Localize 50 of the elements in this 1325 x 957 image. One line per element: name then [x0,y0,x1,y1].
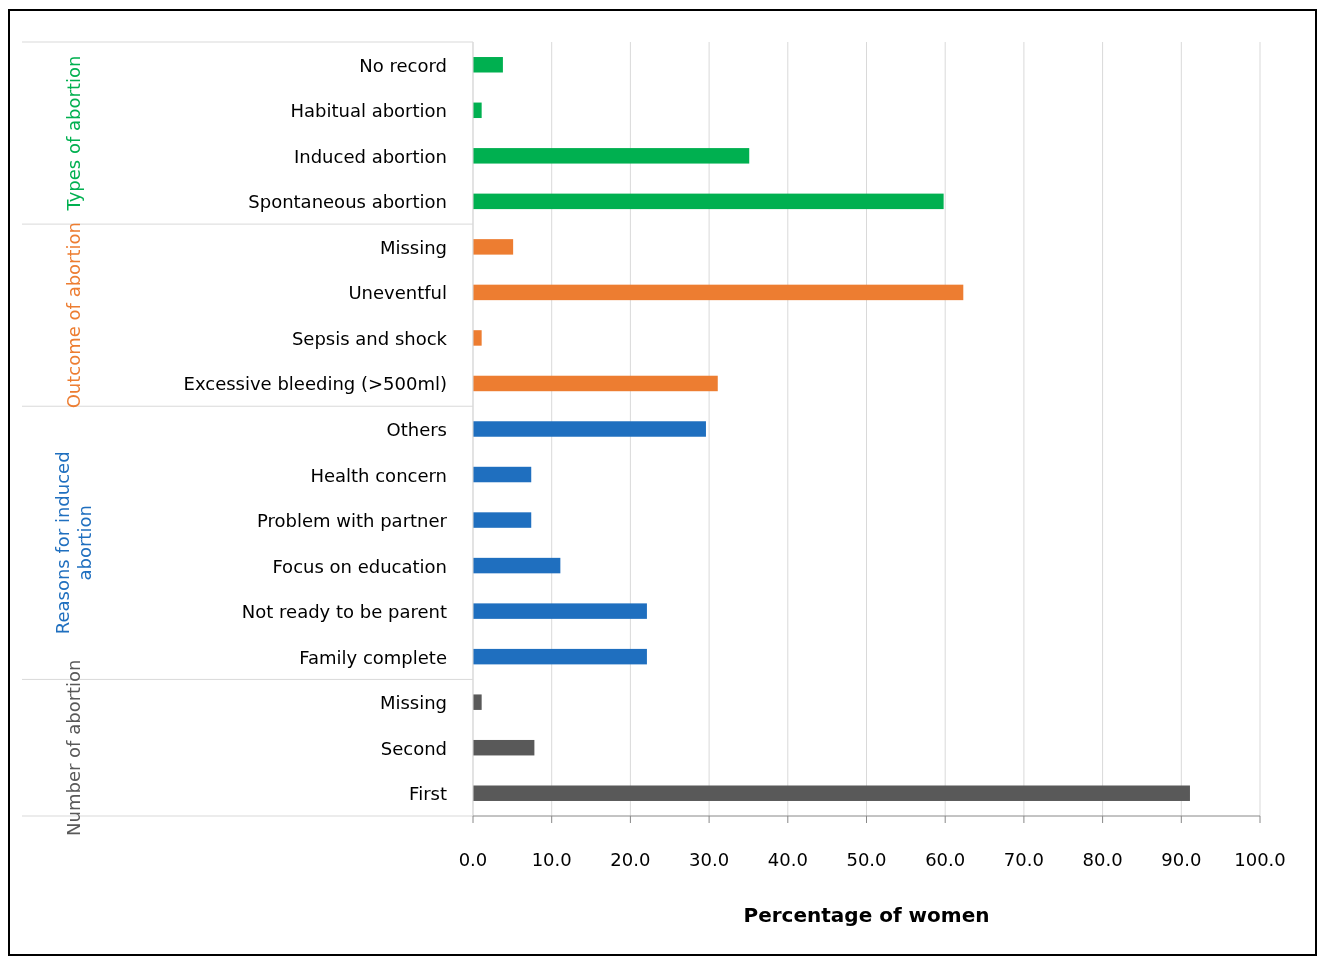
y-tick-label: Not ready to be parent [241,601,447,623]
bar [473,694,482,710]
y-tick-label: Induced abortion [293,145,447,167]
y-tick-label: Missing [379,236,447,258]
bar [473,648,647,665]
x-tick-label: 0.0 [458,849,488,870]
y-tick-label: Habitual abortion [290,100,447,122]
x-tick-label: 60.0 [925,849,966,870]
y-tick-label: First [409,783,447,805]
bar [473,102,482,119]
x-tick-label: 30.0 [689,849,730,870]
x-tick-label: 20.0 [610,849,651,870]
bar [473,557,561,574]
x-axis-title: Percentage of women [743,903,990,927]
bar [473,739,535,756]
bar [473,512,532,528]
y-tick-label: Second [380,737,447,759]
y-tick-label: Missing [379,692,447,714]
y-tick-label: Problem with partner [256,510,448,532]
bar [473,57,503,73]
y-tick-label: Spontaneous abortion [248,191,447,213]
x-tick-label: 50.0 [846,849,887,870]
y-tick-label: Sepsis and shock [291,327,448,349]
x-tick-label: 40.0 [767,849,808,870]
bar [473,375,718,392]
bar [473,330,482,346]
x-tick-label: 70.0 [1003,849,1044,870]
x-tick-label: 100.0 [1234,849,1286,870]
y-tick-label: Uneventful [348,282,447,304]
y-tick-label: No record [359,54,447,76]
bar [473,421,706,437]
y-tick-label: Focus on education [272,555,447,577]
text: Types of abortion [63,55,84,212]
x-tick-label: 80.0 [1082,849,1123,870]
text: Reasons for induced abortion [52,451,95,635]
bar [473,284,964,301]
x-tick-label: 90.0 [1161,849,1202,870]
text: Number of abortion [63,659,84,836]
bar [473,239,514,255]
text: Outcome of abortion [63,222,84,409]
x-tick-label: 10.0 [531,849,572,870]
bar [473,193,944,210]
y-tick-label: Excessive bleeding (>500ml) [183,373,447,395]
bar [473,785,1190,801]
y-tick-label: Others [386,419,447,440]
bar [473,466,532,483]
bar [473,603,647,619]
y-tick-label: Health concern [310,464,447,486]
bar [473,148,750,164]
y-tick-label: Family complete [299,646,447,668]
